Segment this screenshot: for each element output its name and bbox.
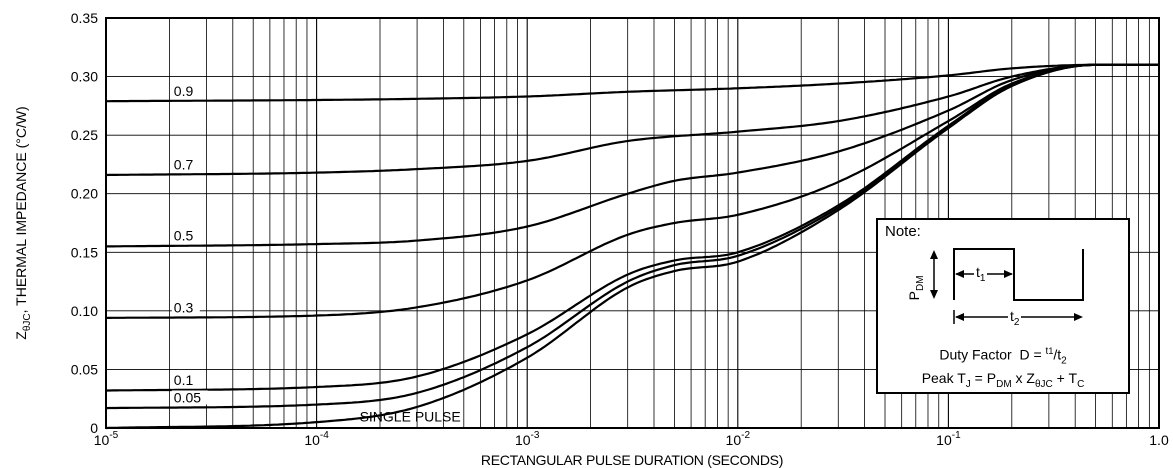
- pdm-label-text: P: [906, 291, 923, 301]
- y-axis-label-main: Z: [13, 331, 29, 340]
- peak-c: x Z: [1011, 370, 1035, 386]
- y-axis-label-sub: θJC: [22, 313, 33, 331]
- series-label: SINGLE PULSE: [360, 409, 461, 425]
- pdm-arrowhead-up: [930, 250, 938, 259]
- duty-factor-num: t: [1045, 346, 1049, 357]
- series-labels: 0.9 0.7 0.5 0.3 0.10.05 SINGLE PULSE: [171, 83, 461, 425]
- duty-factor-den-sub: 2: [1061, 355, 1067, 367]
- t2-arrowhead-left: [955, 313, 964, 321]
- plot-frame: [105, 17, 1160, 429]
- pulse-waveform-shape: [953, 248, 1084, 301]
- y-axis-label: ZθJC, THERMAL IMPEDANCE (°C/W): [13, 106, 33, 339]
- duty-factor-den: t: [1057, 346, 1062, 363]
- series-label: 0.3: [174, 299, 194, 315]
- series-label-bg: [171, 157, 200, 172]
- curves: [105, 63, 1159, 430]
- peak-a-sub: J: [965, 378, 971, 390]
- y-tick-label: 0.25: [71, 127, 98, 143]
- curve-0p5: [106, 63, 1159, 248]
- duty-factor-prefix: Duty Factor D =: [939, 346, 1046, 363]
- pdm-label-sub: DM: [914, 275, 926, 292]
- t1-label-sub: 1: [979, 272, 986, 284]
- peak-tj-formula: Peak TJ = PDM x ZθJC + TC: [878, 370, 1128, 390]
- duty-factor-formula: Duty Factor D = t1/t2: [939, 346, 1067, 367]
- t1-arrowhead-right: [1004, 270, 1013, 278]
- peak-c-sub: θJC: [1035, 378, 1053, 390]
- curve-0p9: [106, 63, 1159, 103]
- y-tick-label: 0.10: [71, 303, 98, 319]
- series-label-bg: [171, 83, 200, 98]
- t2-label: t2: [1008, 308, 1022, 328]
- x-tick-label: 1.0: [1149, 432, 1169, 448]
- peak-d-sub: C: [1077, 378, 1085, 390]
- pulse-diagram: [930, 248, 1084, 324]
- t1-arrowhead-left: [955, 270, 964, 278]
- series-label: 0.1: [174, 372, 194, 388]
- series-label-bg: [171, 300, 200, 315]
- t2-arrowhead-right: [1074, 313, 1083, 321]
- pdm-arrowhead-down: [930, 290, 938, 299]
- note-title: Note:: [885, 223, 921, 240]
- y-tick-label: 0.30: [71, 69, 98, 85]
- t1-label-text: t: [976, 264, 980, 280]
- y-tick-label: 0.20: [71, 186, 98, 202]
- note-annotation-box: Note: PDM t1 t2 Duty Factor D = t1/t2 Pe…: [876, 218, 1130, 394]
- t1-label: t1: [974, 264, 988, 284]
- x-tick-labels: 10-5 10-4 10-3 10-2 10-1 1.0: [94, 430, 1169, 448]
- series-label: 0.7: [174, 156, 194, 172]
- x-tick-label: 10-3: [515, 430, 540, 448]
- y-axis-label-rest: , THERMAL IMPEDANCE (°C/W): [13, 106, 29, 313]
- y-tick-label: 0.15: [71, 244, 98, 260]
- series-label: 0.5: [174, 228, 194, 244]
- t2-label-text: t: [1010, 308, 1014, 324]
- series-label-bg: [171, 372, 200, 387]
- peak-a: Peak T: [921, 370, 966, 386]
- series-label: 0.9: [174, 83, 194, 99]
- curve-0p7: [105, 63, 1159, 177]
- duty-factor-num-sub: 1: [1048, 346, 1054, 356]
- x-axis-label: RECTANGULAR PULSE DURATION (SECONDS): [481, 452, 783, 468]
- peak-d: + T: [1052, 370, 1078, 386]
- peak-b-sub: DM: [996, 378, 1012, 390]
- curve-single-pulse: [105, 63, 1159, 430]
- t2-label-sub: 2: [1013, 316, 1020, 328]
- series-label: 0.05: [174, 389, 201, 405]
- x-tick-label: 10-1: [936, 430, 961, 448]
- x-tick-label: 10-4: [304, 430, 329, 448]
- y-tick-label: 0.05: [71, 361, 98, 377]
- y-tick-labels: 0 0.05 0.10 0.15 0.20 0.25 0.30 0.35: [71, 10, 98, 436]
- series-label-bg: [171, 228, 200, 243]
- x-tick-label: 10-5: [94, 430, 119, 448]
- x-tick-label: 10-2: [726, 430, 751, 448]
- pdm-label: PDM: [906, 267, 926, 308]
- y-tick-label: 0: [90, 420, 98, 436]
- curve-0p3: [106, 63, 1159, 319]
- series-label-bg: [171, 390, 208, 405]
- y-tick-label: 0.35: [71, 10, 98, 26]
- peak-b: = P: [970, 370, 997, 386]
